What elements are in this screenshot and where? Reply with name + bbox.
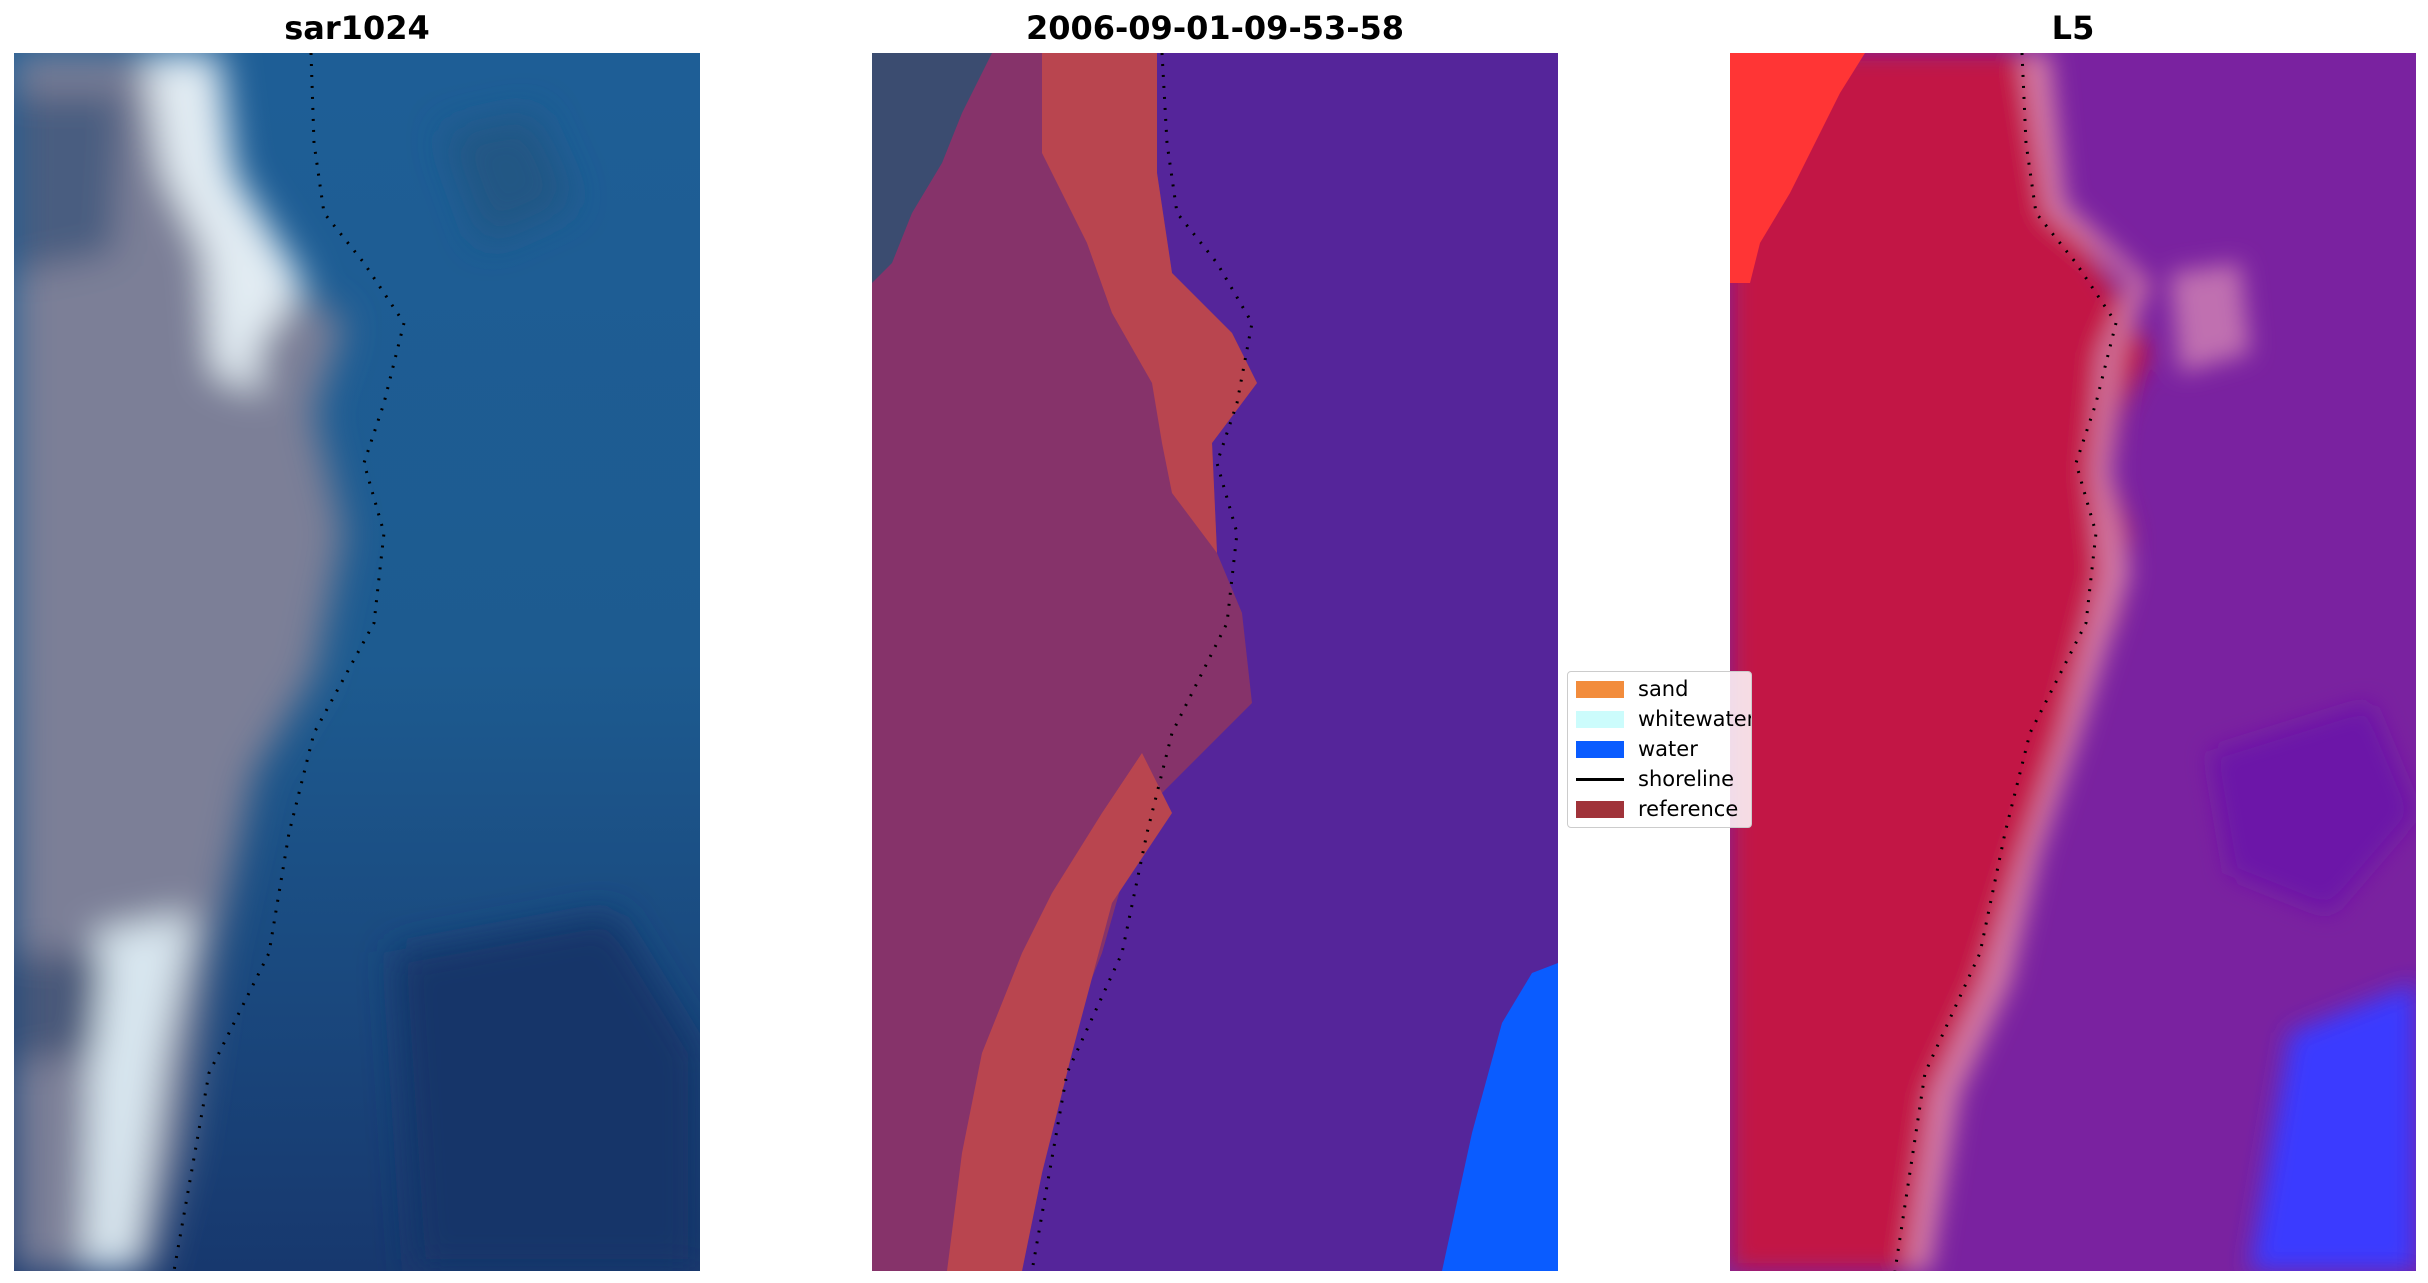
legend: sand whitewater water shoreline referenc… [1567,671,1752,828]
legend-swatch [1576,740,1624,758]
legend-swatch [1576,680,1624,698]
legend-item: water [1576,736,1698,762]
panel-classified: 2006-09-01-09-53-58 [872,0,1558,1283]
legend-label: water [1638,737,1698,761]
l5-image [1730,53,2416,1271]
bright-red-region [1730,53,1865,283]
reference-region [1042,53,1257,553]
panel-title: L5 [2051,9,2095,47]
water-region [1442,963,1558,1271]
panel-l5: L5 [1730,0,2416,1283]
legend-swatch [1576,800,1624,818]
panel-title: sar1024 [284,9,430,47]
classified-image [872,53,1558,1271]
legend-swatch [1576,710,1624,728]
legend-line [1576,777,1624,781]
panel-title: 2006-09-01-09-53-58 [1025,9,1405,47]
legend-label: whitewater [1638,707,1752,731]
legend-label: sand [1638,677,1689,701]
shoreline [172,53,406,1271]
reference-region [947,753,1172,1271]
legend-label: reference [1638,797,1739,821]
panel-rgb: sar1024 [14,0,700,1283]
rgb-image [14,53,700,1271]
legend-item: sand [1576,676,1688,702]
legend-item: reference [1576,796,1738,822]
legend-item: shoreline [1576,766,1734,792]
legend-item: whitewater [1576,706,1752,732]
legend-label: shoreline [1638,767,1735,791]
